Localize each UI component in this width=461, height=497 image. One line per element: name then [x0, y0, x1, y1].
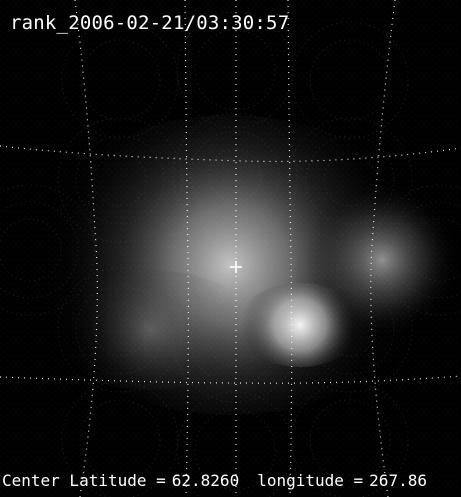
crosshair-icon — [230, 261, 242, 273]
longitude-value: 267.86 — [369, 471, 427, 490]
center-latitude-label: Center Latitude = — [2, 471, 166, 490]
meridian-left — [74, 0, 98, 497]
meridian-center-left — [184, 0, 189, 497]
center-latitude-value: 62.8260 — [171, 471, 240, 490]
meridian-right — [370, 0, 396, 497]
longitude-label: longitude = — [257, 471, 364, 490]
timestamp-label: rank_2006-02-21/03:30:57 — [10, 12, 290, 34]
meridian-center-right — [287, 0, 293, 497]
coordinate-footer: Center Latitude = 62.8260 longitude = 26… — [2, 473, 459, 489]
